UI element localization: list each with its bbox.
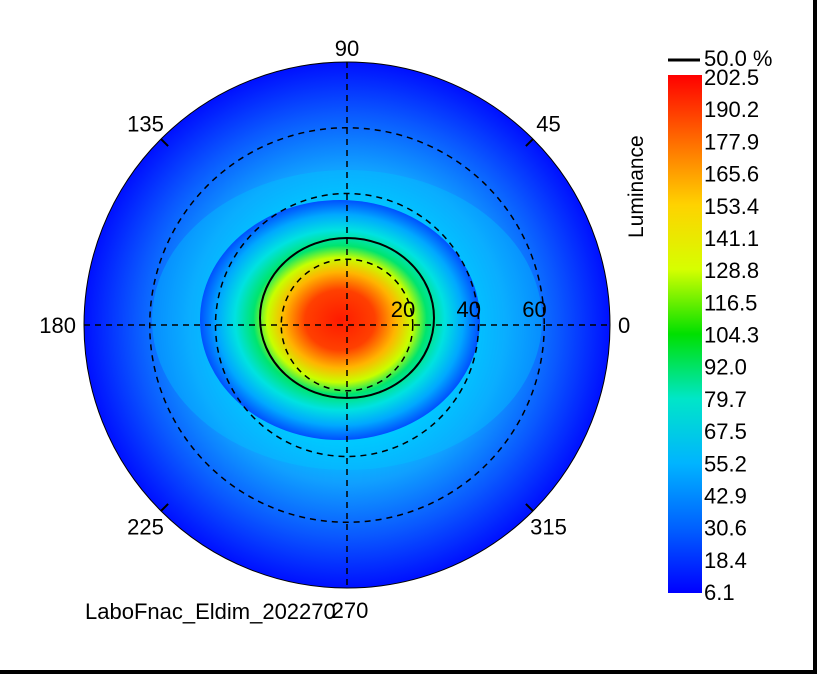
azimuth-tick-315 (525, 503, 534, 512)
colorbar-tick-label: 128.8 (704, 258, 759, 283)
polar-grid (84, 62, 610, 588)
colorbar-tick-label: 42.9 (704, 483, 747, 508)
heatmap-disc (84, 62, 610, 588)
azimuth-tick-135 (160, 138, 169, 147)
azimuth-label-180: 180 (39, 313, 76, 338)
grid-ring-20 (280, 258, 414, 392)
colorbar-tick-label: 55.2 (704, 451, 747, 476)
azimuth-label-45: 45 (536, 111, 560, 136)
grid-ring-40 (214, 192, 480, 458)
colorbar: 50.0 % Luminance 202.5 190.2 177.9 165.6 153… (625, 46, 773, 605)
azimuth-tick-225 (160, 503, 169, 512)
colorbar-tick-label: 141.1 (704, 226, 759, 251)
azimuth-labels: 90 45 0 315 270 225 180 135 (39, 36, 630, 623)
colorbar-tick-label: 30.6 (704, 516, 747, 541)
colorbar-tick-label: 79.7 (704, 387, 747, 412)
contour-50-percent (259, 237, 435, 399)
colorbar-tick-label: 104.3 (704, 323, 759, 348)
polar-boundary (83, 61, 611, 589)
heatmap-core (200, 200, 480, 440)
colorbar-tick-label: 165.6 (704, 162, 759, 187)
colorbar-tick-label: 6.1 (704, 580, 735, 605)
grid-ring-60 (149, 127, 545, 523)
radial-label-60: 60 (522, 297, 546, 322)
colorbar-tick-label: 92.0 (704, 355, 747, 380)
azimuth-label-0: 0 (618, 313, 630, 338)
colorbar-ticks: 202.5 190.2 177.9 165.6 153.4 141.1 128.8 116.5… (704, 65, 759, 605)
colorbar-tick-label: 116.5 (704, 290, 757, 315)
radial-label-40: 40 (457, 297, 481, 322)
azimuth-tick-45 (525, 138, 534, 147)
radial-labels: 20 40 60 (391, 297, 547, 322)
azimuth-label-315: 315 (530, 515, 567, 540)
colorbar-tick-label: 67.5 (704, 419, 747, 444)
colorbar-swatch (668, 75, 702, 593)
contour-legend-label: 50.0 % (704, 46, 773, 71)
azimuth-label-225: 225 (127, 515, 164, 540)
colorbar-label: Luminance (625, 135, 648, 238)
colorbar-tick-label: 153.4 (704, 194, 759, 219)
chart-caption: LaboFnac_Eldim_202270 (85, 599, 336, 624)
colorbar-tick-label: 177.9 (704, 129, 759, 154)
colorbar-tick-label: 190.2 (704, 97, 759, 122)
colorbar-tick-label: 18.4 (704, 548, 747, 573)
azimuth-label-90: 90 (335, 36, 359, 61)
azimuth-label-270: 270 (332, 598, 369, 623)
radial-label-20: 20 (391, 297, 415, 322)
azimuth-label-135: 135 (127, 111, 164, 136)
colorbar-tick-label: 202.5 (704, 65, 759, 90)
